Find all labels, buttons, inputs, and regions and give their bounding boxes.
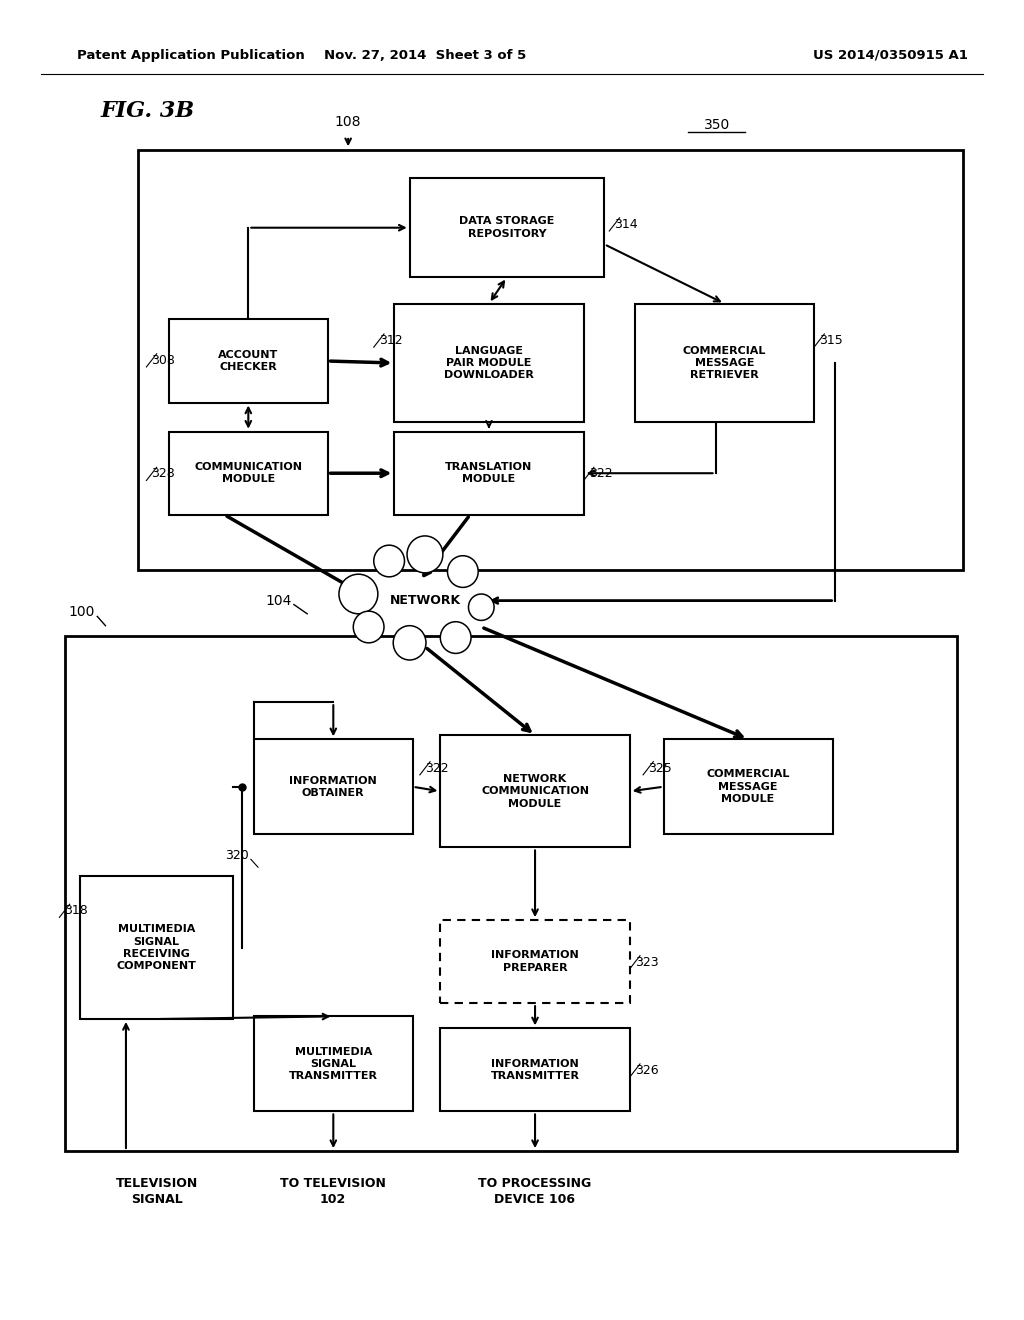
FancyBboxPatch shape bbox=[138, 150, 963, 570]
Text: 350: 350 bbox=[703, 117, 730, 132]
Ellipse shape bbox=[393, 626, 426, 660]
Ellipse shape bbox=[469, 594, 495, 620]
Text: COMMERCIAL
MESSAGE
MODULE: COMMERCIAL MESSAGE MODULE bbox=[707, 770, 790, 804]
Ellipse shape bbox=[374, 545, 404, 577]
Text: 325: 325 bbox=[648, 762, 672, 775]
Text: MULTIMEDIA
SIGNAL
RECEIVING
COMPONENT: MULTIMEDIA SIGNAL RECEIVING COMPONENT bbox=[117, 924, 197, 972]
Text: DATA STORAGE
REPOSITORY: DATA STORAGE REPOSITORY bbox=[459, 216, 555, 239]
Text: 322: 322 bbox=[589, 467, 612, 480]
Text: Nov. 27, 2014  Sheet 3 of 5: Nov. 27, 2014 Sheet 3 of 5 bbox=[324, 49, 526, 62]
Ellipse shape bbox=[447, 556, 478, 587]
Text: INFORMATION
TRANSMITTER: INFORMATION TRANSMITTER bbox=[490, 1059, 580, 1081]
Text: Patent Application Publication: Patent Application Publication bbox=[77, 49, 304, 62]
Text: NETWORK
COMMUNICATION
MODULE: NETWORK COMMUNICATION MODULE bbox=[481, 774, 589, 809]
FancyBboxPatch shape bbox=[169, 432, 328, 515]
Text: US 2014/0350915 A1: US 2014/0350915 A1 bbox=[813, 49, 969, 62]
FancyBboxPatch shape bbox=[169, 319, 328, 403]
Text: 108: 108 bbox=[335, 115, 361, 129]
Text: TO TELEVISION
102: TO TELEVISION 102 bbox=[280, 1177, 386, 1206]
FancyBboxPatch shape bbox=[394, 304, 584, 422]
FancyBboxPatch shape bbox=[65, 636, 957, 1151]
FancyBboxPatch shape bbox=[440, 920, 630, 1003]
Text: ACCOUNT
CHECKER: ACCOUNT CHECKER bbox=[218, 350, 279, 372]
Text: 312: 312 bbox=[379, 334, 402, 347]
Text: TO PROCESSING
DEVICE 106: TO PROCESSING DEVICE 106 bbox=[478, 1177, 591, 1206]
Text: COMMUNICATION
MODULE: COMMUNICATION MODULE bbox=[195, 462, 302, 484]
Text: LANGUAGE
PAIR MODULE
DOWNLOADER: LANGUAGE PAIR MODULE DOWNLOADER bbox=[444, 346, 534, 380]
Text: NETWORK: NETWORK bbox=[389, 594, 461, 607]
FancyBboxPatch shape bbox=[664, 739, 833, 834]
Text: COMMERCIAL
MESSAGE
RETRIEVER: COMMERCIAL MESSAGE RETRIEVER bbox=[683, 346, 766, 380]
FancyBboxPatch shape bbox=[440, 735, 630, 847]
Text: 318: 318 bbox=[65, 904, 88, 917]
Ellipse shape bbox=[408, 536, 443, 573]
Ellipse shape bbox=[353, 611, 384, 643]
Text: 328: 328 bbox=[152, 467, 175, 480]
FancyBboxPatch shape bbox=[394, 432, 584, 515]
Ellipse shape bbox=[339, 574, 378, 614]
Text: 320: 320 bbox=[225, 849, 249, 862]
Text: INFORMATION
PREPARER: INFORMATION PREPARER bbox=[492, 950, 579, 973]
FancyBboxPatch shape bbox=[254, 1016, 413, 1111]
Text: 100: 100 bbox=[69, 606, 95, 619]
Text: 323: 323 bbox=[635, 956, 658, 969]
FancyBboxPatch shape bbox=[635, 304, 814, 422]
Ellipse shape bbox=[440, 622, 471, 653]
FancyBboxPatch shape bbox=[410, 178, 604, 277]
Text: 314: 314 bbox=[614, 218, 638, 231]
Text: TRANSLATION
MODULE: TRANSLATION MODULE bbox=[445, 462, 532, 484]
Text: 322: 322 bbox=[425, 762, 449, 775]
Text: 308: 308 bbox=[152, 354, 175, 367]
Text: 315: 315 bbox=[819, 334, 843, 347]
Text: MULTIMEDIA
SIGNAL
TRANSMITTER: MULTIMEDIA SIGNAL TRANSMITTER bbox=[289, 1047, 378, 1081]
Text: 104: 104 bbox=[265, 594, 292, 607]
Text: FIG. 3B: FIG. 3B bbox=[100, 100, 195, 121]
Text: 326: 326 bbox=[635, 1064, 658, 1077]
FancyBboxPatch shape bbox=[80, 876, 233, 1019]
FancyBboxPatch shape bbox=[440, 1028, 630, 1111]
FancyBboxPatch shape bbox=[254, 739, 413, 834]
Text: INFORMATION
OBTAINER: INFORMATION OBTAINER bbox=[290, 776, 377, 797]
Text: TELEVISION
SIGNAL: TELEVISION SIGNAL bbox=[116, 1177, 198, 1206]
